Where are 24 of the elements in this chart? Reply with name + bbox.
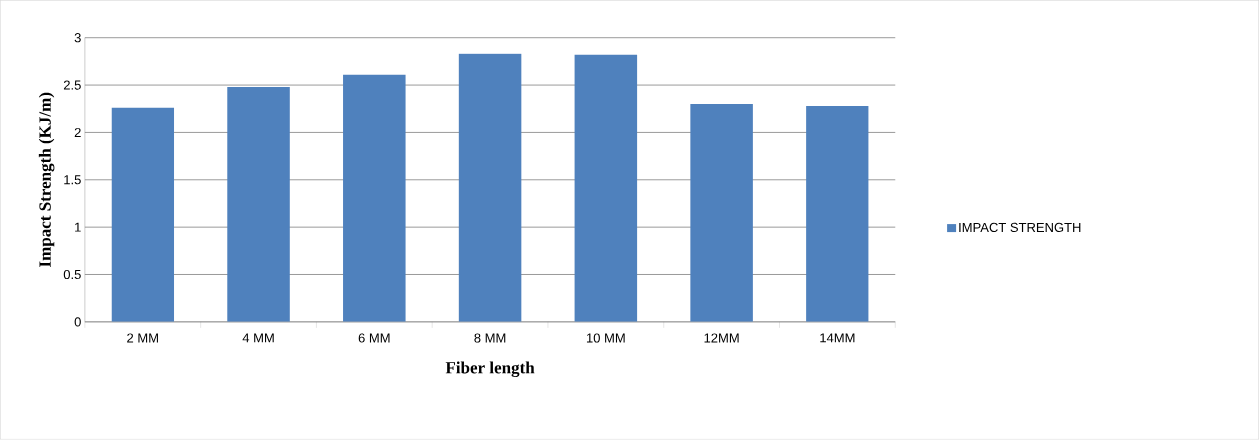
x-axis-title: Fiber length <box>445 361 535 378</box>
x-tick-label: 14MM <box>820 333 855 343</box>
y-tick-label: 3 <box>74 33 81 43</box>
x-tick-label: 4 MM <box>242 333 274 343</box>
x-tick-label: 2 MM <box>127 333 158 343</box>
x-tick-label: 6 MM <box>358 333 390 343</box>
legend-label: IMPACT STRENGTH <box>959 222 1081 233</box>
x-tick-label: 8 MM <box>474 333 506 343</box>
y-tick-label: 1 <box>75 222 81 232</box>
bar <box>806 106 869 323</box>
bar <box>227 87 290 323</box>
y-tick-label: 0.5 <box>63 270 81 280</box>
y-axis-title: Impact Strength (KJ/m) <box>38 93 55 268</box>
bar <box>458 54 522 323</box>
y-tick-label: 0 <box>74 317 81 327</box>
bar <box>111 107 175 323</box>
bar <box>343 74 406 323</box>
y-tick-label: 2 <box>74 128 81 138</box>
bar <box>574 54 638 323</box>
y-tick-label: 2.5 <box>63 80 81 90</box>
y-tick-label: 1.5 <box>64 175 81 185</box>
x-tick-label: 12MM <box>704 333 739 343</box>
x-tick-label: 10 MM <box>586 333 625 343</box>
bar <box>690 104 753 323</box>
